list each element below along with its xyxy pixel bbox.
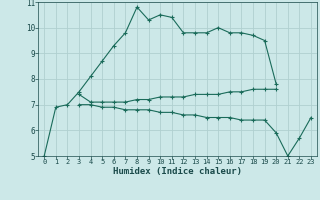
X-axis label: Humidex (Indice chaleur): Humidex (Indice chaleur) (113, 167, 242, 176)
